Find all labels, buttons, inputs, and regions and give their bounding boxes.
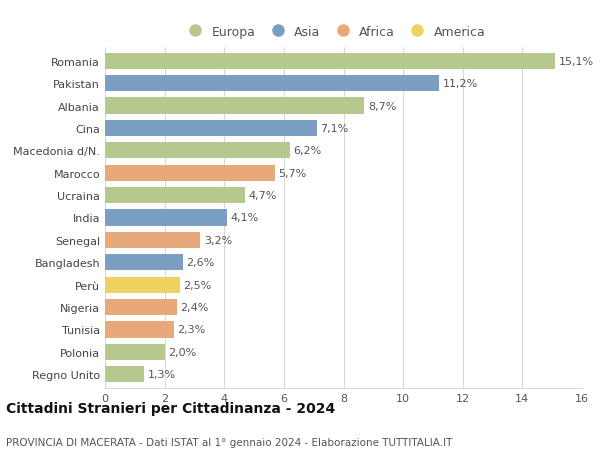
Text: Cittadini Stranieri per Cittadinanza - 2024: Cittadini Stranieri per Cittadinanza - 2… bbox=[6, 402, 335, 415]
Bar bbox=[105, 121, 317, 137]
Bar bbox=[105, 210, 227, 226]
Text: 11,2%: 11,2% bbox=[442, 79, 478, 89]
Text: 2,3%: 2,3% bbox=[177, 325, 205, 335]
Bar bbox=[105, 344, 164, 360]
Text: 2,5%: 2,5% bbox=[183, 280, 211, 290]
Text: 6,2%: 6,2% bbox=[293, 146, 322, 156]
Text: 2,0%: 2,0% bbox=[168, 347, 196, 357]
Bar bbox=[105, 366, 144, 382]
Legend: Europa, Asia, Africa, America: Europa, Asia, Africa, America bbox=[178, 21, 490, 44]
Bar bbox=[105, 165, 275, 181]
Bar bbox=[105, 232, 200, 248]
Text: 8,7%: 8,7% bbox=[368, 101, 397, 111]
Text: 4,1%: 4,1% bbox=[231, 213, 259, 223]
Text: 3,2%: 3,2% bbox=[204, 235, 232, 246]
Text: 4,7%: 4,7% bbox=[248, 190, 277, 201]
Text: 5,7%: 5,7% bbox=[278, 168, 307, 179]
Text: 1,3%: 1,3% bbox=[148, 369, 175, 380]
Text: 2,4%: 2,4% bbox=[180, 302, 209, 313]
Bar bbox=[105, 188, 245, 204]
Bar bbox=[105, 277, 179, 293]
Bar bbox=[105, 76, 439, 92]
Bar bbox=[105, 54, 555, 70]
Bar bbox=[105, 98, 364, 114]
Text: 7,1%: 7,1% bbox=[320, 123, 349, 134]
Text: PROVINCIA DI MACERATA - Dati ISTAT al 1° gennaio 2024 - Elaborazione TUTTITALIA.: PROVINCIA DI MACERATA - Dati ISTAT al 1°… bbox=[6, 437, 452, 448]
Bar bbox=[105, 255, 182, 271]
Text: 15,1%: 15,1% bbox=[559, 56, 594, 67]
Bar bbox=[105, 299, 176, 315]
Bar bbox=[105, 322, 173, 338]
Text: 2,6%: 2,6% bbox=[186, 257, 214, 268]
Bar bbox=[105, 143, 290, 159]
